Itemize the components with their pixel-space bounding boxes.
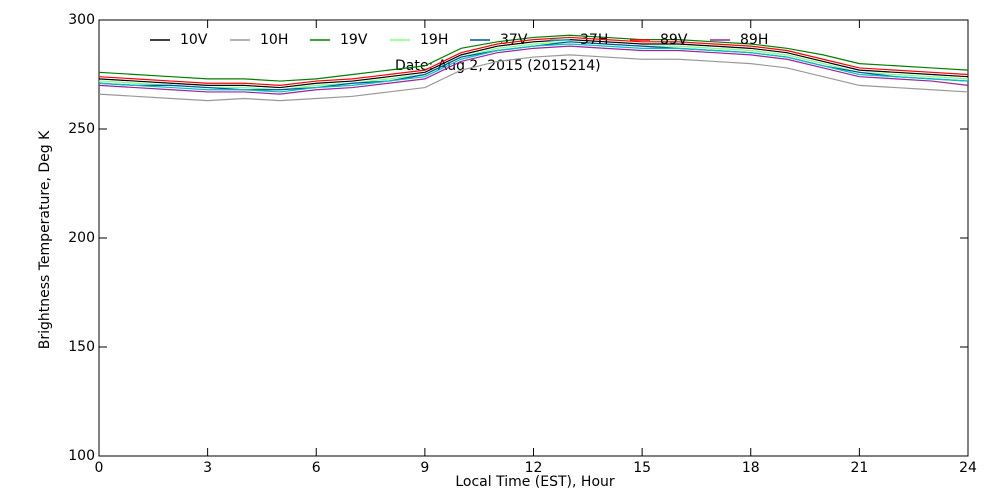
series-line xyxy=(98,39,969,89)
series-line xyxy=(98,45,969,95)
y-tick-label: 150 xyxy=(68,339,95,355)
series-line xyxy=(98,34,969,82)
legend-label: 19H xyxy=(420,32,448,48)
x-axis-label: Local Time (EST), Hour xyxy=(455,474,615,490)
series-line xyxy=(98,54,969,102)
series-line xyxy=(98,41,969,91)
y-tick-label: 100 xyxy=(68,448,95,464)
x-tick-label: 12 xyxy=(525,460,543,476)
series-line xyxy=(98,43,969,93)
y-tick-label: 300 xyxy=(68,12,95,28)
x-tick-label: 24 xyxy=(959,460,977,476)
series-line xyxy=(98,36,969,87)
legend-label: 89V xyxy=(660,32,688,48)
y-axis-label: Brightness Temperature, Deg K xyxy=(37,130,53,349)
y-tick-label: 250 xyxy=(68,121,95,137)
x-tick-label: 21 xyxy=(850,460,868,476)
x-tick-label: 15 xyxy=(633,460,651,476)
x-tick-label: 6 xyxy=(312,460,321,476)
x-tick-label: 0 xyxy=(95,460,104,476)
legend-label: 19V xyxy=(340,32,368,48)
x-tick-label: 3 xyxy=(203,460,212,476)
x-tick-label: 9 xyxy=(420,460,429,476)
y-tick-label: 200 xyxy=(68,230,95,246)
legend-label: 37H xyxy=(580,32,608,48)
legend-label: 10V xyxy=(180,32,208,48)
legend-label: 10H xyxy=(260,32,288,48)
legend-label: 37V xyxy=(500,32,528,48)
legend-label: 89H xyxy=(740,32,768,48)
x-tick-label: 18 xyxy=(742,460,760,476)
